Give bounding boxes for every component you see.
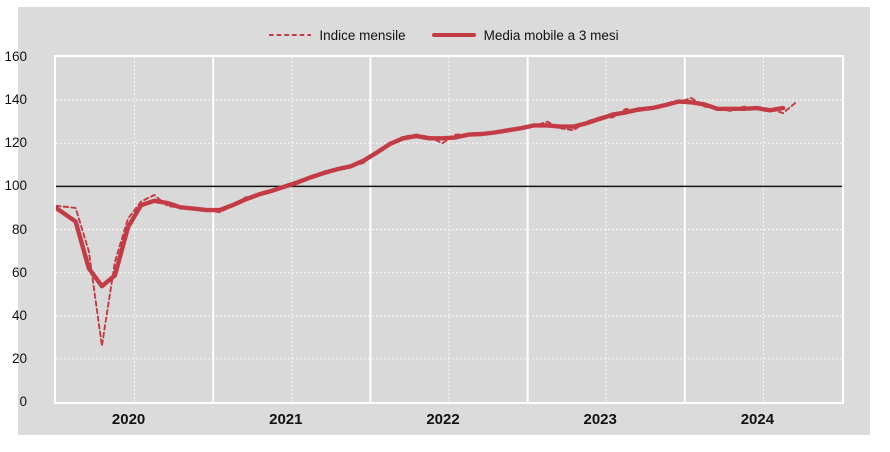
y-tick-label: 80 (11, 221, 27, 237)
legend-swatch-solid-line (431, 32, 476, 38)
chart-plot-area (54, 55, 844, 404)
legend-label: Indice mensile (319, 27, 406, 43)
y-tick-label: 20 (11, 350, 27, 366)
chart-legend: Indice mensile Media mobile a 3 mesi (18, 24, 870, 46)
y-tick-label: 100 (4, 178, 27, 194)
legend-swatch-dashed-line (269, 34, 312, 36)
moving-average-line (56, 99, 786, 289)
y-tick-label: 140 (4, 92, 27, 108)
legend-item: Indice mensile (269, 27, 406, 43)
y-tick-label: 60 (11, 264, 27, 280)
legend-item: Media mobile a 3 mesi (431, 27, 619, 43)
y-axis: 0 20 40 60 80 100 120 140 160 (0, 0, 30, 452)
y-tick-label: 120 (4, 135, 27, 151)
y-tick-label: 160 (4, 49, 27, 64)
y-tick-label: 40 (11, 307, 27, 323)
legend-label: Media mobile a 3 mesi (483, 27, 619, 43)
y-tick-label: 0 (19, 394, 27, 409)
chart-svg (56, 57, 842, 402)
